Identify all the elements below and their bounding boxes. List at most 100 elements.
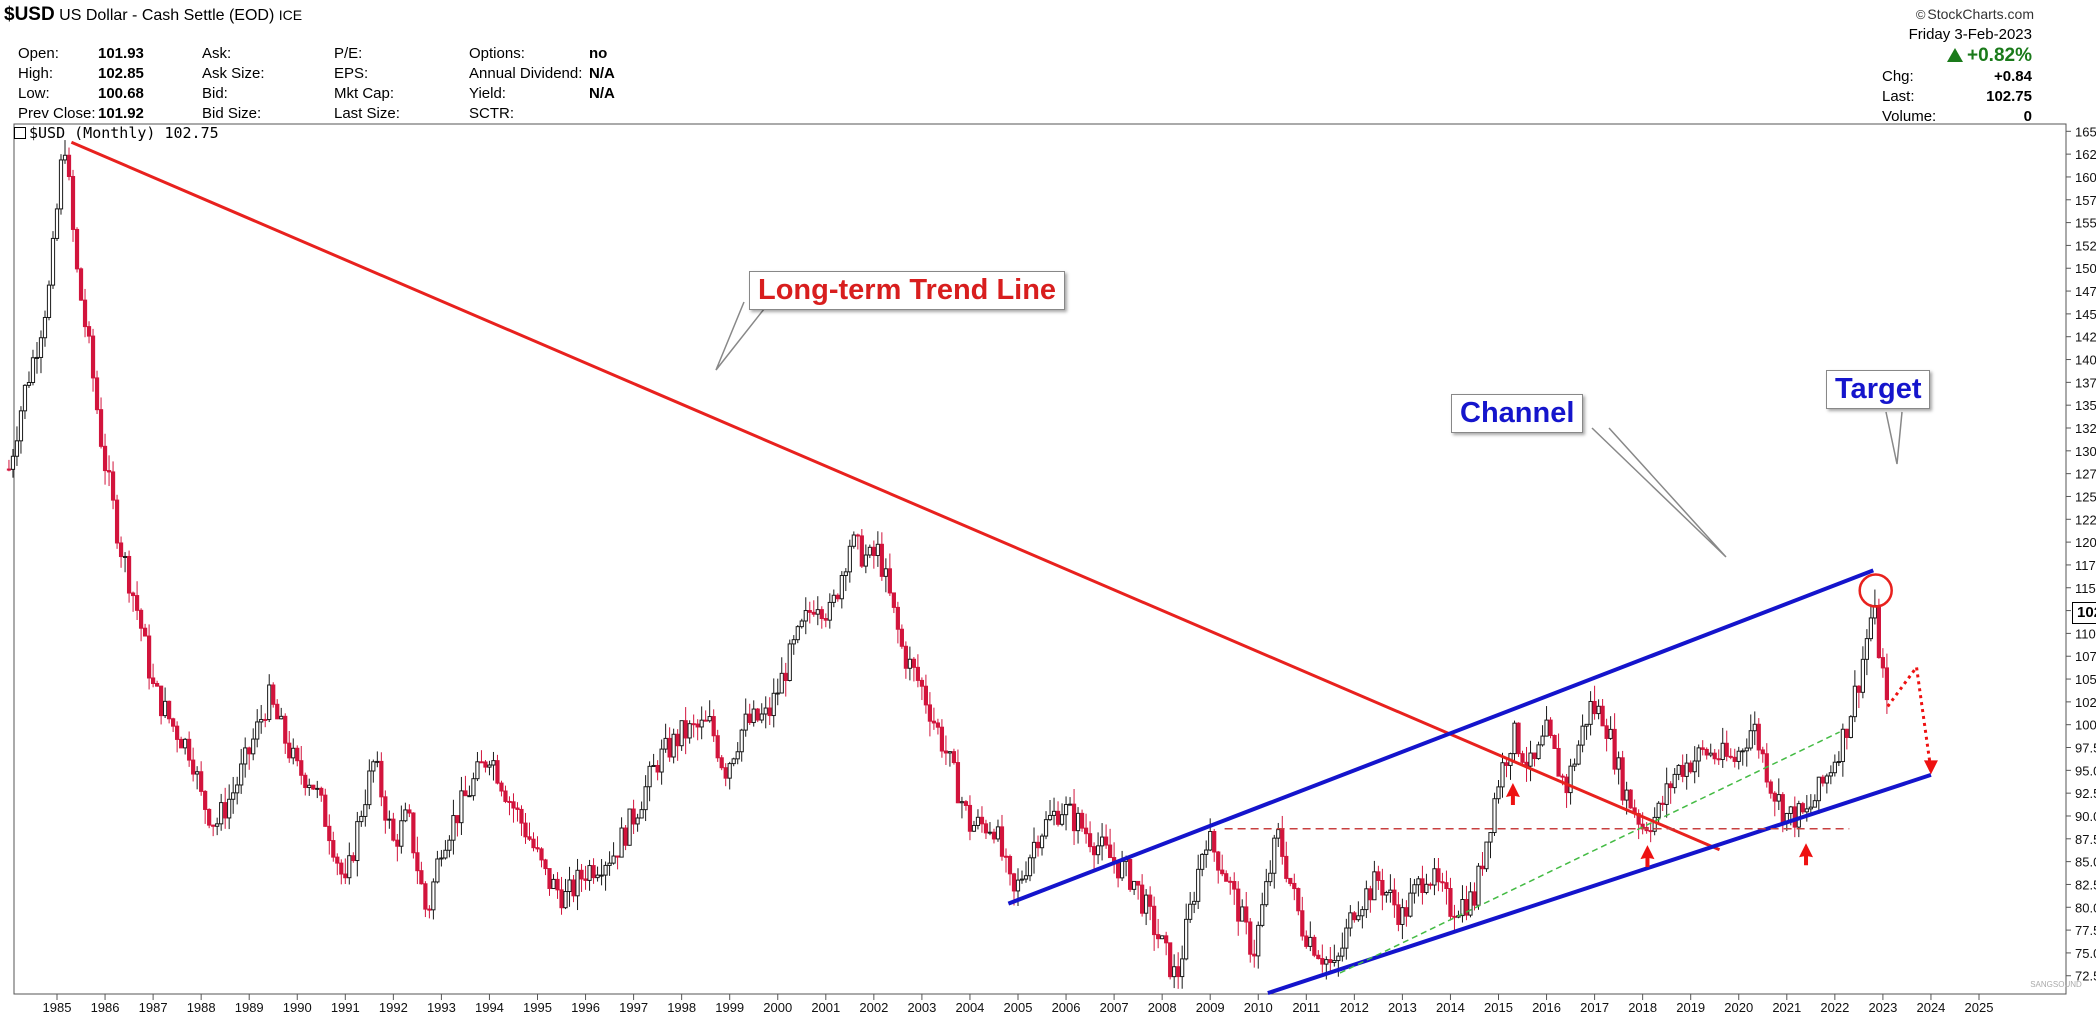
candle-body[interactable] — [511, 801, 516, 809]
candle-body[interactable] — [1204, 849, 1209, 855]
candle-body[interactable] — [1148, 894, 1153, 907]
candle-body[interactable] — [90, 335, 96, 379]
candle-body[interactable] — [959, 801, 965, 804]
candle-body[interactable] — [1168, 942, 1173, 978]
candle-body[interactable] — [663, 737, 668, 750]
candle-body[interactable] — [1756, 723, 1761, 751]
candle-body[interactable] — [1091, 846, 1097, 856]
candle-body[interactable] — [1103, 836, 1109, 846]
candle-body[interactable] — [126, 555, 132, 594]
candle-body[interactable] — [1312, 936, 1317, 956]
candle-body[interactable] — [247, 747, 252, 755]
candle-body[interactable] — [611, 855, 616, 864]
candle-body[interactable] — [94, 377, 100, 411]
candle-body[interactable] — [915, 666, 920, 681]
candle-body[interactable] — [1099, 836, 1105, 847]
candle-body[interactable] — [387, 818, 392, 821]
candle-body[interactable] — [559, 889, 564, 909]
candle-body[interactable] — [407, 809, 412, 814]
candle-body[interactable] — [1400, 907, 1405, 925]
candle-body[interactable] — [1212, 831, 1217, 853]
candle-body[interactable] — [1780, 794, 1785, 823]
candle-body[interactable] — [287, 742, 292, 759]
candle-body[interactable] — [671, 733, 676, 758]
candle-body[interactable] — [483, 761, 488, 768]
candle-body[interactable] — [239, 763, 244, 786]
candle-body[interactable] — [1596, 705, 1601, 715]
candle-body[interactable] — [1708, 752, 1713, 756]
candle-body[interactable] — [727, 763, 732, 779]
candle-body[interactable] — [1232, 881, 1237, 890]
candle-body[interactable] — [1728, 755, 1733, 758]
candle-body[interactable] — [499, 782, 504, 792]
candle-body[interactable] — [110, 471, 116, 501]
candle-body[interactable] — [10, 455, 16, 470]
candle-body[interactable] — [795, 626, 800, 641]
candle-body[interactable] — [1292, 882, 1297, 890]
candle-body[interactable] — [863, 554, 868, 567]
candle-body[interactable] — [1408, 892, 1413, 917]
candle-body[interactable] — [1280, 829, 1285, 857]
candle-body[interactable] — [1552, 734, 1557, 749]
candle-body[interactable] — [1440, 881, 1445, 884]
candle-body[interactable] — [495, 760, 500, 784]
candle-body[interactable] — [1736, 750, 1741, 762]
candle-body[interactable] — [1816, 776, 1821, 802]
candle-body[interactable] — [231, 792, 236, 800]
candle-body[interactable] — [1820, 776, 1825, 784]
candle-body[interactable] — [1075, 812, 1081, 832]
candle-body[interactable] — [815, 609, 820, 615]
candle-body[interactable] — [1288, 877, 1293, 884]
candle-body[interactable] — [26, 381, 32, 386]
candle-body[interactable] — [151, 677, 156, 684]
candle-body[interactable] — [399, 820, 404, 847]
candle-body[interactable] — [771, 692, 776, 717]
candle-body[interactable] — [1256, 924, 1261, 957]
candle-body[interactable] — [1696, 747, 1701, 762]
candle-body[interactable] — [1240, 906, 1245, 922]
candle-body[interactable] — [255, 721, 260, 740]
candle-body[interactable] — [251, 738, 256, 755]
candle-body[interactable] — [855, 534, 860, 537]
candle-body[interactable] — [347, 855, 352, 879]
candle-body[interactable] — [519, 808, 524, 824]
candle-body[interactable] — [839, 575, 844, 600]
candle-body[interactable] — [6, 468, 12, 471]
candle-body[interactable] — [1556, 747, 1561, 777]
candle-body[interactable] — [1160, 935, 1165, 940]
candle-body[interactable] — [118, 542, 124, 558]
candle-body[interactable] — [667, 737, 672, 758]
candle-body[interactable] — [891, 592, 896, 608]
candle-body[interactable] — [1480, 865, 1485, 870]
candle-body[interactable] — [1184, 918, 1189, 960]
candle-body[interactable] — [647, 765, 652, 788]
candle-body[interactable] — [1864, 638, 1869, 660]
candle-body[interactable] — [1468, 891, 1473, 916]
candle-body[interactable] — [743, 713, 748, 731]
candle-body[interactable] — [1416, 878, 1421, 886]
candle-body[interactable] — [291, 747, 296, 759]
candle-body[interactable] — [735, 751, 740, 760]
candle-body[interactable] — [1836, 761, 1841, 764]
candle-body[interactable] — [1244, 906, 1249, 923]
candle-body[interactable] — [86, 326, 92, 337]
candle-body[interactable] — [739, 729, 744, 753]
candle-body[interactable] — [1180, 958, 1185, 978]
candle-body[interactable] — [1856, 685, 1861, 693]
candle-body[interactable] — [34, 356, 40, 359]
candle-body[interactable] — [367, 770, 372, 806]
candle-body[interactable] — [1051, 810, 1057, 816]
candle-body[interactable] — [791, 639, 796, 645]
candle-body[interactable] — [38, 337, 44, 358]
long-term-trend-line[interactable] — [70, 140, 1721, 852]
candle-body[interactable] — [1055, 810, 1061, 825]
candle-body[interactable] — [106, 470, 112, 473]
candle-body[interactable] — [987, 831, 993, 834]
candle-body[interactable] — [1660, 802, 1665, 805]
candle-body[interactable] — [42, 316, 48, 339]
candle-body[interactable] — [1208, 831, 1213, 851]
candle-body[interactable] — [1684, 762, 1689, 777]
candle-body[interactable] — [1392, 889, 1397, 906]
candle-body[interactable] — [651, 764, 656, 767]
